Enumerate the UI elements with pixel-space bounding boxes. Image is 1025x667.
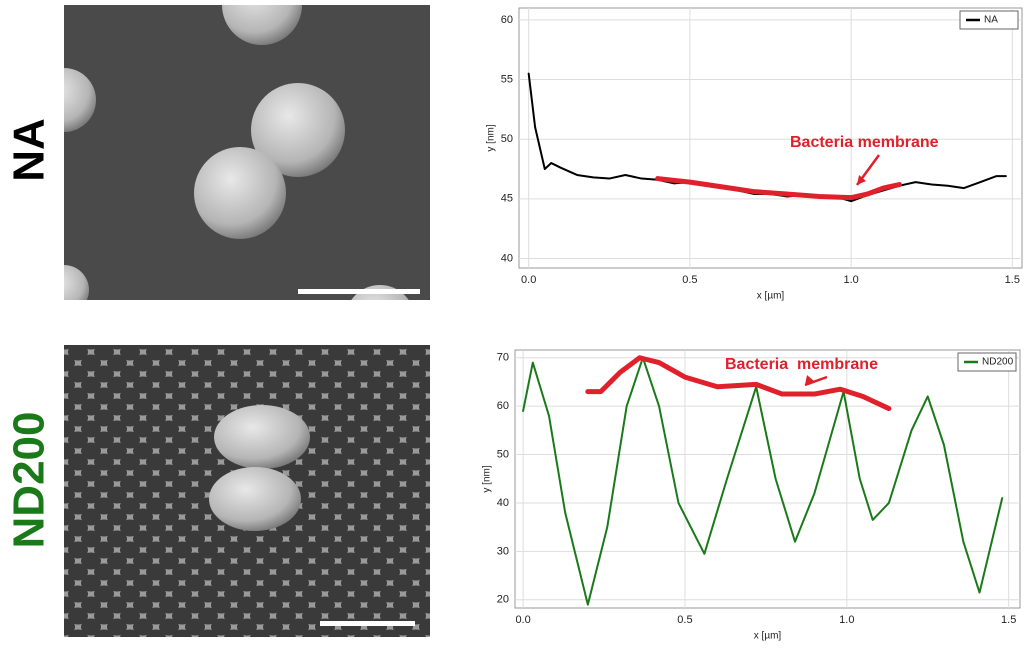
y-tick-label: 40 [501,252,513,264]
x-axis-label: x [µm] [757,291,785,302]
y-tick-label: 70 [497,352,509,364]
x-tick-label: 1.0 [839,614,854,626]
sem-image-na [32,0,430,355]
x-tick-label: 0.0 [521,274,536,286]
y-tick-label: 40 [497,497,509,509]
page: NA ND200 0.0 0.5 1.0 1.5 40 45 50 55 60 x [µm] y [… [0,0,1025,662]
y-tick-label: 50 [497,448,509,460]
annotation: Bacteria membrane [790,134,939,151]
y-tick-label: 30 [497,545,509,557]
x-tick-label: 1.5 [1001,614,1016,626]
y-tick-label: 55 [501,73,513,85]
y-tick-label: 50 [501,133,513,145]
x-tick-label: 0.5 [682,274,697,286]
x-axis-label: x [µm] [754,631,782,642]
y-tick-label: 45 [501,193,513,205]
y-axis-label: y [nm] [486,124,497,151]
figure: NA ND200 0.0 0.5 1.0 1.5 40 45 50 55 60 x [µm] y [… [0,0,1025,662]
legend-label: ND200 [982,357,1014,368]
legend-label: NA [984,15,998,26]
y-tick-label: 60 [501,14,513,26]
annotation: Bacteria membrane [725,356,878,373]
y-tick-label: 20 [497,594,509,606]
x-tick-label: 0.0 [515,614,530,626]
x-tick-label: 1.0 [843,274,858,286]
sem-image-nd200 [64,345,430,637]
plot-area [519,8,1022,268]
row-label: NA [5,118,54,182]
x-tick-label: 0.5 [677,614,692,626]
x-tick-label: 1.5 [1005,274,1020,286]
y-axis-label: y [nm] [482,465,493,492]
row-label: ND200 [5,412,54,549]
y-tick-label: 60 [497,400,509,412]
